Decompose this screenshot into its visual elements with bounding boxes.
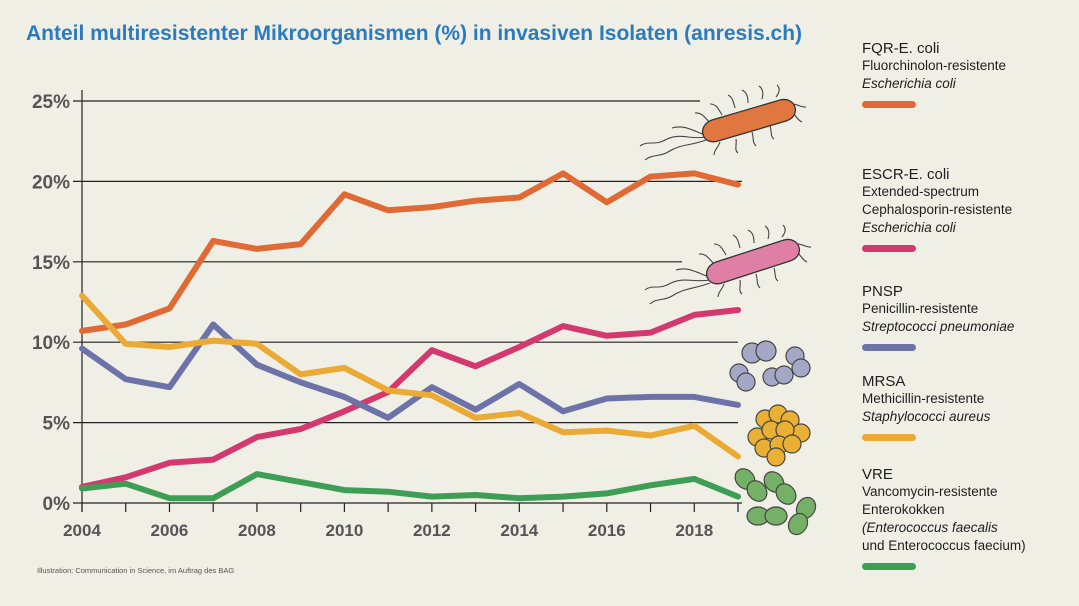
legend-description-line: Streptococci pneumoniae [862,319,1015,334]
gridlines [73,100,742,504]
microbe-illustrations [639,84,817,536]
staphylococci-cluster-yellow-icon [747,404,811,467]
legend-item: ESCR-E. coli Extended-spectrum Cephalospor… [862,166,1012,252]
y-tick-label: 10% [32,333,70,354]
legend-color-swatch [862,101,916,108]
diplococci-purple-icon [729,340,811,392]
y-tick-label: 25% [32,92,70,113]
illustration-credit: Illustration: Communication in Science, … [37,566,235,575]
legend-description-line: (Enterococcus faecalis [862,520,998,535]
legend-description-line: Vancomycin-resistente [862,484,998,499]
legend-description-line: Escherichia coli [862,220,956,235]
legend-description-line: Staphylococci aureus [862,409,991,424]
x-tick-label: 2008 [238,521,276,540]
series-lines [79,170,741,502]
x-tick-label: 2012 [413,521,451,540]
legend-description-line: Cephalosporin-resistente [862,202,1013,217]
y-tick-label: 0% [43,494,71,515]
x-tick-label: 2014 [500,521,538,540]
axes [81,90,739,512]
legend-series-name: VRE [862,466,893,483]
chart-title: Anteil multiresistenter Mikroorganismen … [26,22,803,45]
legend-description-line: Methicillin-resistente [862,391,985,406]
x-tick-label: 2010 [325,521,363,540]
legend-color-swatch [862,563,916,570]
legend-series-name: FQR-E. coli [862,40,940,57]
rod-bacterium-orange-icon [639,84,807,161]
legend-color-swatch [862,245,916,252]
legend: FQR-E. coli Fluorchinolon-resistente Esche… [862,0,1079,606]
x-tick-label: 2006 [151,521,189,540]
legend-series-name: PNSP [862,283,903,300]
legend-description-line: Penicillin-resistente [862,301,979,316]
legend-series-name: ESCR-E. coli [862,166,950,183]
rod-bacterium-pink-icon [644,224,812,305]
legend-description-line: Extended-spectrum [862,184,980,199]
x-tick-label: 2016 [588,521,626,540]
series-line-escr-e-coli [79,307,741,490]
enterococci-green-icon [734,468,817,536]
y-tick-label: 20% [32,172,70,193]
y-tick-label: 15% [32,253,70,274]
series-line-mrsa [79,292,741,460]
legend-color-swatch [862,344,916,351]
series-line-vre [79,471,741,502]
legend-item: MRSA Methicillin-resistente Staphylococci … [862,373,990,441]
y-tick-label: 5% [43,414,71,435]
x-tick-label: 2004 [63,521,101,540]
legend-item: PNSP Penicillin-resistente Streptococci pn… [862,283,1014,351]
legend-description-line: Enterokokken [862,502,945,517]
legend-color-swatch [862,434,916,441]
series-line-fqr-e-coli [79,170,741,334]
series-line-pnsp [79,321,741,421]
legend-item: FQR-E. coli Fluorchinolon-resistente Esche… [862,40,1006,108]
tick-labels: 0% 5% 10% 15% 20% 25% 2004 2006 2008 2010 2012 2014… [32,92,713,540]
legend-series-name: MRSA [862,373,906,390]
x-tick-label: 2018 [675,521,713,540]
legend-description-line: und Enterococcus faecium) [862,538,1026,553]
legend-item: VRE Vancomycin-resistente Enterokokken (Ent… [862,466,1026,570]
legend-description-line: Fluorchinolon-resistente [862,58,1007,73]
legend-description-line: Escherichia coli [862,76,956,91]
